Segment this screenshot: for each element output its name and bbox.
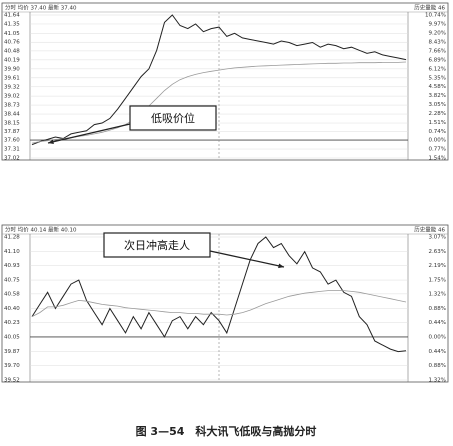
y-tick-label: 39.32 bbox=[4, 84, 20, 90]
y2-tick-label: 1.32% bbox=[429, 378, 446, 384]
y-tick-label: 39.52 bbox=[4, 378, 20, 384]
header-left: 分时 均价 40.14 最新 40.10 bbox=[5, 226, 77, 234]
annotation-text: 次日冲高走人 bbox=[124, 238, 190, 252]
y2-tick-label: 0.74% bbox=[429, 129, 446, 135]
y-tick-label: 38.15 bbox=[4, 121, 20, 127]
y2-tick-label: 1.32% bbox=[429, 292, 446, 298]
header-left: 分时 均价 37.40 最新 37.40 bbox=[5, 4, 77, 12]
annotation-arrow bbox=[209, 250, 285, 268]
y-tick-label: 38.73 bbox=[4, 103, 20, 109]
y2-tick-label: 8.43% bbox=[429, 39, 446, 45]
price-line bbox=[31, 14, 407, 146]
y-tick-label: 38.44 bbox=[4, 112, 20, 118]
y-tick-label: 40.58 bbox=[4, 291, 20, 297]
y2-tick-label: 3.07% bbox=[429, 235, 446, 241]
y-tick-label: 37.60 bbox=[4, 138, 20, 144]
y-tick-label: 41.10 bbox=[4, 249, 20, 255]
y-tick-label: 40.93 bbox=[4, 263, 20, 269]
y-tick-label: 39.61 bbox=[4, 75, 20, 81]
y-tick-label: 41.64 bbox=[4, 13, 20, 19]
y-tick-label: 40.19 bbox=[4, 57, 20, 63]
y2-tick-label: 0.00% bbox=[429, 138, 446, 144]
y-tick-label: 40.76 bbox=[4, 40, 20, 46]
y-tick-label: 37.31 bbox=[4, 147, 20, 153]
y2-tick-label: 1.54% bbox=[429, 156, 446, 162]
y-tick-label: 39.02 bbox=[4, 94, 20, 100]
y2-tick-label: 7.66% bbox=[429, 48, 446, 54]
y2-tick-label: 0.00% bbox=[429, 335, 446, 341]
y2-tick-label: 6.89% bbox=[429, 57, 446, 63]
y-tick-label: 41.35 bbox=[4, 21, 20, 27]
price-line bbox=[31, 61, 407, 144]
y2-tick-label: 9.97% bbox=[429, 21, 446, 27]
y2-tick-label: 1.51% bbox=[429, 120, 446, 126]
y-tick-label: 40.75 bbox=[4, 278, 20, 284]
chart-frame bbox=[1, 224, 449, 383]
y-tick-label: 39.70 bbox=[4, 363, 20, 369]
y2-tick-label: 2.28% bbox=[429, 111, 446, 117]
y-tick-label: 41.28 bbox=[4, 235, 20, 241]
price-line bbox=[31, 236, 407, 353]
y2-tick-label: 6.12% bbox=[429, 66, 446, 72]
y-tick-label: 39.90 bbox=[4, 66, 20, 72]
header-right: 历史量能 46 bbox=[414, 4, 445, 12]
y-tick-label: 40.05 bbox=[4, 334, 20, 340]
y2-tick-label: 4.58% bbox=[429, 84, 446, 90]
y-tick-label: 37.02 bbox=[4, 156, 20, 162]
y-tick-label: 40.48 bbox=[4, 48, 20, 54]
y2-tick-label: 0.88% bbox=[429, 306, 446, 312]
annotation-box bbox=[129, 105, 217, 131]
y2-tick-label: 3.82% bbox=[429, 93, 446, 99]
arrow-head bbox=[278, 263, 284, 269]
arrow-head bbox=[48, 139, 54, 145]
annotation-box bbox=[103, 232, 211, 258]
y-tick-label: 39.87 bbox=[4, 349, 20, 355]
y2-tick-label: 0.44% bbox=[429, 349, 446, 355]
y-tick-label: 40.23 bbox=[4, 320, 20, 326]
y-tick-label: 37.87 bbox=[4, 129, 20, 135]
y2-tick-label: 1.75% bbox=[429, 277, 446, 283]
y2-tick-label: 10.74% bbox=[425, 13, 446, 19]
header-right: 历史量能 46 bbox=[414, 226, 445, 234]
caption: 图 3—54 科大讯飞低吸与高抛分时 bbox=[136, 424, 317, 438]
y2-tick-label: 0.44% bbox=[429, 320, 446, 326]
y2-tick-label: 3.05% bbox=[429, 102, 446, 108]
y2-tick-label: 9.20% bbox=[429, 30, 446, 36]
annotation-arrow bbox=[47, 123, 131, 144]
y2-tick-label: 0.77% bbox=[429, 147, 446, 153]
price-line bbox=[31, 290, 407, 317]
y2-tick-label: 5.35% bbox=[429, 75, 446, 81]
chart-frame bbox=[1, 2, 449, 161]
y-tick-label: 40.40 bbox=[4, 306, 20, 312]
y-tick-label: 41.05 bbox=[4, 31, 20, 37]
y2-tick-label: 2.63% bbox=[429, 249, 446, 255]
y2-tick-label: 2.19% bbox=[429, 263, 446, 269]
annotation-text: 低吸价位 bbox=[151, 111, 195, 125]
y2-tick-label: 0.88% bbox=[429, 363, 446, 369]
